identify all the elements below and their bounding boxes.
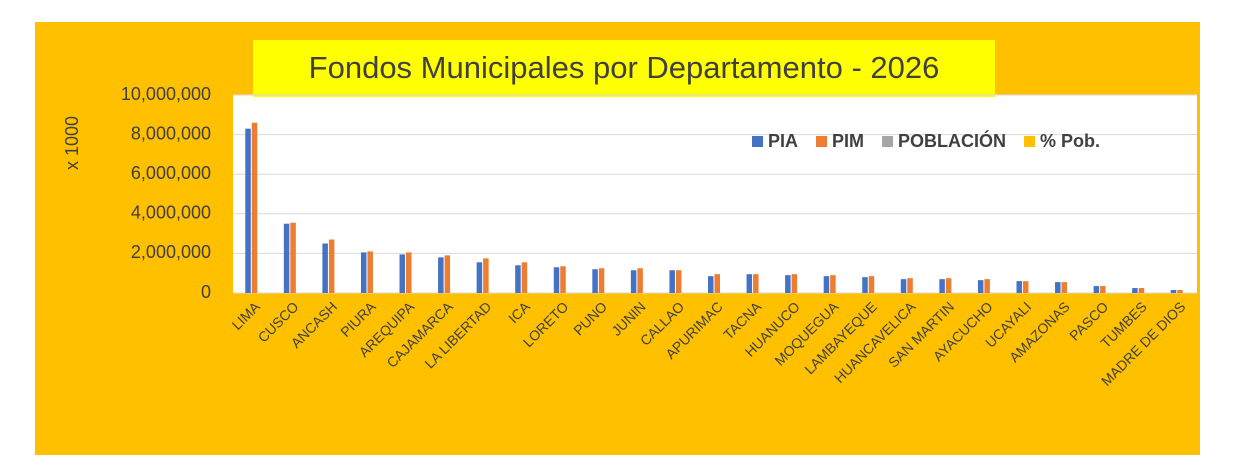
bar — [977, 280, 984, 293]
y-tick-label: 8,000,000 — [131, 123, 211, 143]
bar — [553, 267, 560, 293]
y-tick-label: 2,000,000 — [131, 242, 211, 262]
bar — [438, 257, 444, 293]
legend-label: PIA — [768, 131, 798, 151]
bar — [367, 251, 373, 293]
bar — [328, 239, 335, 293]
bar — [592, 269, 598, 293]
bar — [1055, 282, 1061, 293]
bar — [290, 222, 296, 293]
bar — [630, 270, 637, 293]
bar — [984, 279, 990, 293]
bar — [830, 275, 836, 293]
y-tick-label: 6,000,000 — [131, 163, 211, 183]
legend-label: POBLACIÓN — [898, 130, 1006, 151]
bar — [900, 279, 907, 293]
bar — [476, 262, 483, 293]
bar — [907, 278, 913, 293]
bar — [322, 243, 328, 293]
bar — [675, 270, 682, 293]
bar — [598, 268, 605, 293]
bar — [1016, 281, 1022, 293]
bar — [862, 277, 868, 293]
bar — [939, 279, 945, 293]
y-tick-label: 0 — [201, 282, 211, 302]
bar — [406, 252, 412, 293]
legend-swatch — [752, 136, 763, 147]
bar — [1093, 286, 1100, 293]
bar — [785, 275, 791, 293]
chart-title: Fondos Municipales por Departamento - 20… — [309, 50, 940, 85]
bar — [245, 128, 251, 293]
bar — [283, 223, 290, 293]
bar — [1177, 290, 1183, 293]
bar — [515, 265, 521, 293]
bar — [1138, 288, 1145, 293]
bar — [708, 276, 714, 293]
bar — [669, 270, 675, 293]
title-box — [253, 40, 995, 97]
bar — [360, 252, 367, 293]
bar — [251, 122, 258, 293]
bar — [868, 276, 875, 293]
bar — [521, 262, 528, 293]
legend-swatch — [816, 136, 828, 147]
legend-swatch — [1024, 136, 1036, 147]
legend — [740, 126, 1150, 160]
bar — [823, 276, 830, 293]
y-axis-label: x 1000 — [62, 116, 82, 170]
bar — [444, 255, 451, 293]
bar — [1100, 286, 1106, 293]
legend-label: PIM — [832, 131, 864, 151]
bar — [1061, 282, 1068, 293]
bar — [1170, 290, 1177, 293]
bar — [714, 274, 720, 293]
bar — [483, 258, 489, 293]
y-tick-label: 10,000,000 — [121, 84, 211, 104]
bar — [399, 254, 406, 293]
bar — [1132, 288, 1138, 293]
bar — [560, 266, 566, 293]
y-tick-label: 4,000,000 — [131, 203, 211, 223]
legend-label: % Pob. — [1040, 131, 1100, 151]
bar — [753, 274, 759, 293]
bar — [746, 274, 753, 293]
plot-area — [233, 95, 1197, 293]
bar — [791, 274, 798, 293]
bar — [945, 278, 952, 293]
legend-swatch — [882, 136, 894, 147]
bar — [637, 268, 643, 293]
bar — [1022, 281, 1029, 293]
